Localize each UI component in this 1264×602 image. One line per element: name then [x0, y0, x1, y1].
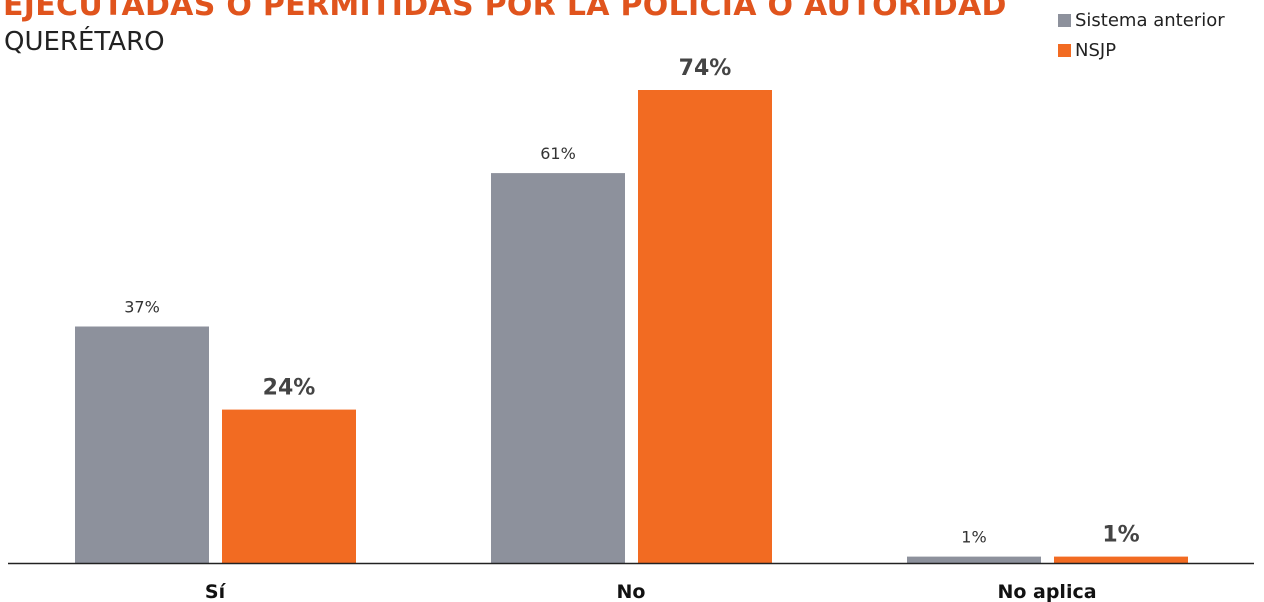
data-label-sistema-anterior-no-aplica: 1% — [961, 528, 986, 547]
legend-label-sistema-anterior: Sistema anterior — [1075, 9, 1225, 31]
chart-subtitle: QUERÉTARO — [4, 27, 165, 57]
category-label-no-aplica: No aplica — [997, 581, 1096, 602]
legend-item-sistema-anterior: Sistema anterior — [1058, 8, 1225, 32]
data-label-nsjp-no: 74% — [679, 56, 732, 81]
category-label-si: Sí — [205, 581, 227, 602]
data-label-nsjp-si: 24% — [263, 376, 316, 401]
bar-sistema-anterior-si — [75, 326, 209, 563]
bar-nsjp-si — [222, 409, 356, 563]
legend-label-nsjp: NSJP — [1075, 39, 1117, 61]
chart-title: EJECUTADAS O PERMITIDAS POR LA POLICÍA O… — [3, 0, 1007, 23]
bar-sistema-anterior-no-aplica — [907, 556, 1041, 563]
bar-sistema-anterior-no — [491, 173, 625, 563]
category-label-no: No — [617, 581, 646, 602]
data-label-sistema-anterior-si: 37% — [124, 298, 160, 317]
legend-item-nsjp: NSJP — [1058, 38, 1225, 62]
legend-swatch-nsjp — [1058, 43, 1071, 57]
legend: Sistema anterior NSJP — [1058, 8, 1225, 68]
legend-swatch-sistema-anterior — [1058, 13, 1071, 27]
data-label-nsjp-no-aplica: 1% — [1102, 523, 1139, 548]
data-label-sistema-anterior-no: 61% — [540, 144, 576, 163]
bar-nsjp-no — [638, 90, 772, 563]
bar-nsjp-no-aplica — [1054, 556, 1188, 563]
